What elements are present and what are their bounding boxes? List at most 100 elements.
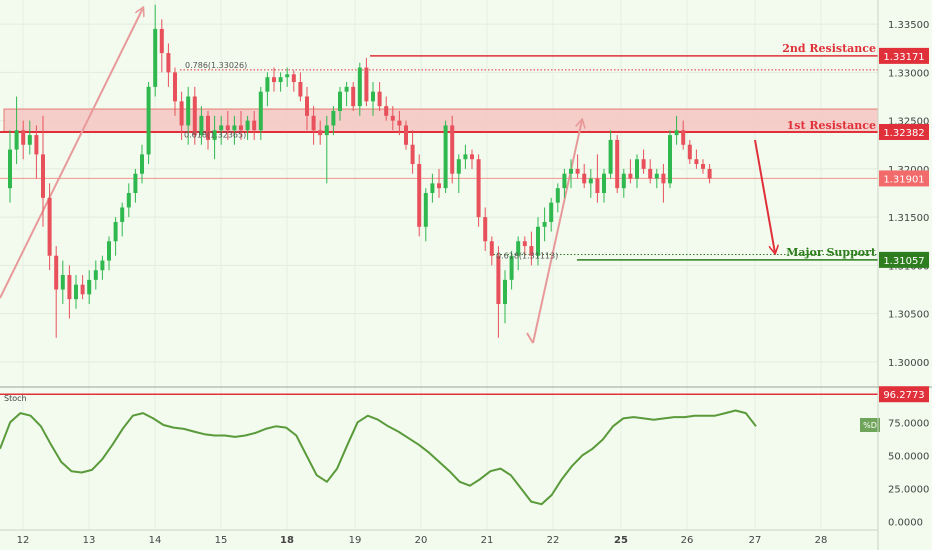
candle-body (608, 139, 613, 174)
candle-body (687, 144, 692, 160)
candle-body (278, 77, 283, 83)
candle-body (582, 173, 587, 184)
time-tick-label: 21 (481, 535, 494, 546)
candle-body (701, 164, 705, 169)
candle-body (615, 139, 620, 189)
fib-label: 0.618(1.31113) (496, 251, 558, 260)
time-tick-label: 18 (280, 535, 294, 546)
candle-body (258, 91, 263, 131)
candle-body (377, 91, 382, 107)
trend-arrows (0, 8, 775, 344)
candle-body (232, 125, 237, 131)
time-tick-label: 22 (547, 535, 560, 546)
price-tick-label: 1.30000 (888, 358, 929, 369)
price-tick-label: 1.33000 (888, 68, 929, 79)
current-price-badge (879, 170, 929, 187)
stoch-indicator-label: Stoch (4, 394, 27, 403)
candle-body (80, 284, 85, 295)
time-tick-label: 25 (614, 535, 628, 546)
candle-body (602, 173, 606, 193)
candle-body (153, 28, 158, 87)
candle-body (483, 217, 488, 242)
fibonacci-labels: 0.786(1.33026) 0.618(1.32365) 0.618(1.3111… (184, 61, 558, 261)
candlestick-series (8, 4, 712, 338)
second-resistance-label: 2nd Resistance (782, 42, 876, 55)
candle-body (318, 130, 323, 136)
candle-body (542, 221, 547, 227)
candle-body (146, 86, 151, 155)
current-price-badge-text: 1.31901 (883, 174, 924, 185)
candle-body (549, 202, 554, 222)
candle-body (199, 115, 204, 136)
stoch-d-line (0, 409, 757, 506)
candle-body (107, 241, 111, 261)
time-tick-label: 12 (17, 535, 30, 546)
stoch-tick-label: 75.0000 (888, 418, 929, 429)
price-pane[interactable]: 2nd Resistance 1st Resistance Major Suppor… (0, 0, 879, 530)
candle-body (21, 130, 26, 145)
candle-body (113, 221, 118, 242)
price-tick-label: 1.31500 (888, 213, 929, 224)
candle-body (34, 135, 39, 155)
first-resistance-badge (879, 124, 929, 141)
candle-body (8, 149, 12, 189)
candle-body (311, 115, 316, 131)
first-resistance-badge-text: 1.32382 (883, 128, 924, 139)
candle-body (93, 270, 98, 280)
candle-body (67, 275, 72, 300)
candle-body (450, 125, 455, 174)
candle-body (588, 178, 593, 184)
candle-body (87, 279, 92, 295)
candle-body (569, 168, 573, 174)
candle-body (298, 82, 303, 97)
candle-body (430, 183, 435, 193)
stoch-line-path (0, 409, 757, 506)
stoch-reference-badge (879, 386, 929, 403)
candle-body (661, 173, 666, 184)
price-tick-label: 1.33500 (888, 20, 929, 31)
stoch-reference-badge-text: 96.2773 (883, 390, 924, 401)
candle-body (536, 226, 540, 256)
price-badges: 1.33171 1.32382 1.31901 1.31057 96.2773 (879, 47, 929, 403)
candle-body (54, 255, 59, 290)
candle-body (212, 130, 217, 140)
candle-body (351, 86, 356, 107)
candle-body (628, 173, 633, 179)
second-resistance-badge (879, 47, 929, 64)
candle-body (674, 130, 679, 136)
major-support-label: Major Support (786, 246, 877, 259)
candle-body (443, 125, 448, 189)
candle-body (60, 275, 65, 290)
candle-body (159, 28, 164, 54)
candle-body (126, 193, 131, 208)
candle-body (509, 255, 514, 280)
candle-body (272, 77, 276, 83)
uptrend-arrow-1 (0, 8, 143, 299)
candle-body (27, 135, 32, 145)
candle-body (476, 159, 481, 218)
candle-body (707, 168, 712, 179)
time-tick-label: 26 (681, 535, 694, 546)
candle-body (219, 125, 224, 131)
stoch-tick-label: 25.0000 (888, 484, 929, 495)
candle-body (654, 173, 659, 179)
stoch-tick-label: 50.0000 (888, 451, 929, 462)
candle-body (397, 120, 402, 126)
time-tick-label: 28 (815, 535, 828, 546)
candle-body (239, 125, 243, 131)
candle-body (285, 74, 290, 78)
price-tick-label: 1.32000 (888, 165, 929, 176)
candle-body (324, 125, 329, 136)
candle-body (47, 197, 52, 256)
stochastic-pane[interactable]: Stoch %D (0, 393, 880, 506)
level-lines: 2nd Resistance 1st Resistance Major Suppor… (0, 42, 878, 261)
fib-label: 0.618(1.32365) (184, 131, 246, 140)
stoch-legend: %D (860, 418, 880, 432)
candle-body (470, 154, 474, 160)
candle-body (74, 284, 78, 300)
candle-body (14, 130, 19, 150)
second-resistance-badge-text: 1.33171 (883, 52, 924, 63)
stoch-axis-labels: 75.0000 50.0000 25.0000 0.0000 (888, 418, 929, 528)
